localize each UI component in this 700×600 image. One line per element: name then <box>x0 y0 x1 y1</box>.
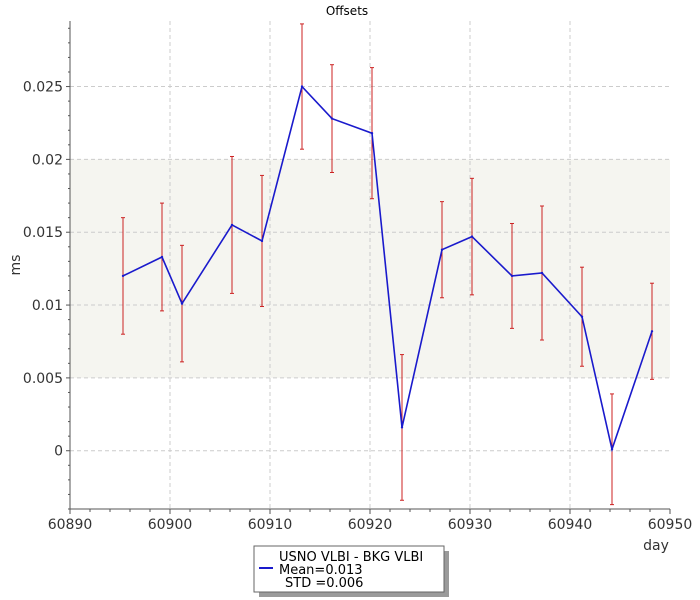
data-point <box>470 235 474 238</box>
legend-box <box>253 545 445 593</box>
data-point <box>160 255 164 259</box>
x-tick-label: 60950 <box>648 517 693 533</box>
data-point <box>580 315 584 318</box>
x-axis-ticks: 60890 60900 60910 60920 60930 60940 60950 <box>48 509 693 533</box>
x-tick-label: 60940 <box>548 517 593 533</box>
data-point <box>440 248 444 251</box>
data-point <box>540 271 544 275</box>
legend-series-label: USNO VLBI - BKG VLBI <box>279 550 423 565</box>
data-point <box>230 223 234 227</box>
x-tick-label: 60910 <box>248 517 293 533</box>
data-point <box>510 274 514 278</box>
grid-lines <box>70 21 670 509</box>
y-tick-label: 0.025 <box>23 80 63 96</box>
series-line-layer <box>121 84 654 453</box>
y-tick-label: 0.015 <box>23 225 63 241</box>
data-point <box>300 85 304 88</box>
series-line <box>122 84 653 453</box>
data-point <box>260 239 264 243</box>
data-point <box>650 330 654 333</box>
x-tick-label: 60930 <box>448 517 493 533</box>
y-axis-label: ms <box>8 255 24 276</box>
data-point <box>330 117 334 120</box>
y-tick-label: 0 <box>54 444 63 460</box>
chart-title: Offsets <box>326 4 368 18</box>
x-tick-label: 60920 <box>348 517 393 533</box>
legend-std: STD =0.006 <box>285 576 363 591</box>
x-tick-label: 60890 <box>48 517 93 533</box>
data-point <box>180 302 184 305</box>
legend: USNO VLBI - BKG VLBI Mean=0.013 STD =0.0… <box>253 545 449 597</box>
legend-mean: Mean=0.013 <box>279 563 363 578</box>
data-point <box>121 274 125 278</box>
data-point <box>370 131 374 135</box>
y-tick-label: 0.02 <box>32 152 63 168</box>
y-tick-label: 0.005 <box>23 371 63 387</box>
x-axis-label: day <box>643 538 669 554</box>
data-point <box>610 448 614 451</box>
data-point <box>400 426 404 429</box>
y-axis-ticks: 0 0.005 0.01 0.015 0.02 0.025 <box>23 27 70 510</box>
x-tick-label: 60900 <box>148 517 193 533</box>
y-tick-label: 0.01 <box>32 298 63 314</box>
